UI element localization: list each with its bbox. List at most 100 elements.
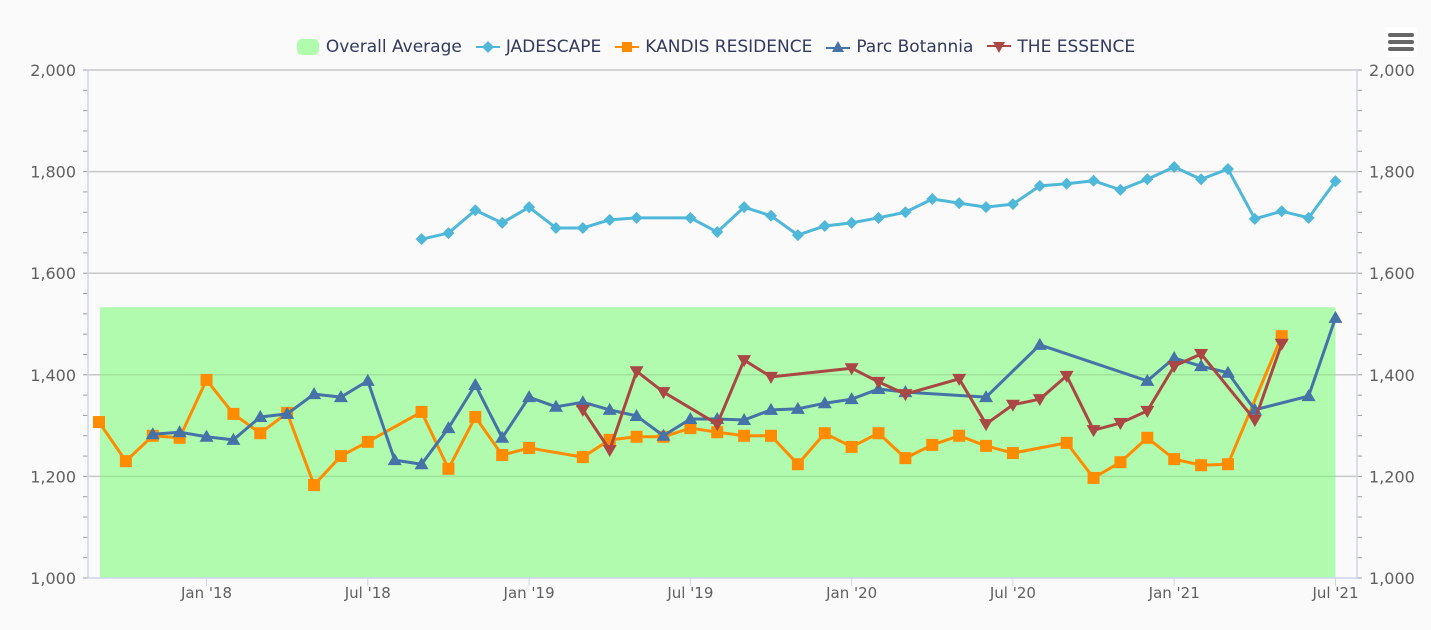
- data-point-marker: [738, 429, 751, 442]
- y-tick-label-left: 1,600: [30, 264, 76, 283]
- legend-label: Parc Botannia: [856, 37, 974, 57]
- y-tick-label-left: 2,000: [30, 61, 76, 80]
- data-point-marker: [1194, 359, 1209, 372]
- data-point-marker: [1221, 163, 1234, 176]
- data-point-marker: [308, 479, 321, 492]
- data-point-marker: [415, 233, 428, 246]
- data-point-marker: [522, 390, 537, 403]
- series-group: [93, 161, 1343, 492]
- data-point-marker: [1195, 173, 1208, 186]
- x-tick-label: Jul '19: [666, 584, 713, 602]
- rounded-square-icon: [296, 39, 319, 55]
- data-point-marker: [575, 404, 590, 417]
- data-point-marker: [710, 419, 725, 432]
- overall-average-area: [100, 307, 1336, 578]
- data-point-marker: [1114, 183, 1127, 196]
- overall-average-band: [100, 307, 1336, 578]
- data-point-marker: [1248, 212, 1261, 225]
- data-point-marker: [899, 206, 912, 219]
- data-point-marker: [952, 373, 967, 386]
- data-point-marker: [1221, 458, 1234, 471]
- data-point-marker: [790, 401, 805, 414]
- data-point-marker: [979, 419, 994, 432]
- data-point-marker: [871, 376, 886, 389]
- data-point-marker: [764, 371, 778, 384]
- hamburger-menu-icon[interactable]: [1385, 27, 1417, 57]
- data-point-marker: [1060, 436, 1073, 449]
- data-point-marker: [980, 439, 993, 452]
- data-point-marker: [765, 429, 777, 442]
- data-point-marker: [1060, 177, 1073, 190]
- data-point-marker: [548, 399, 563, 412]
- legend-item-kandis-residence[interactable]: KANDIS RESIDENCE: [615, 37, 812, 57]
- data-point-marker: [656, 387, 671, 400]
- data-point-marker: [280, 406, 295, 419]
- data-point-marker: [845, 440, 858, 453]
- legend-item-parc-botannia[interactable]: Parc Botannia: [826, 37, 973, 57]
- series-the-essence: [575, 338, 1289, 457]
- x-tick-label: Jan '20: [825, 584, 877, 602]
- data-point-marker: [200, 373, 213, 386]
- x-tick-label: Jul '20: [989, 584, 1036, 602]
- data-point-marker: [523, 201, 536, 214]
- data-point-marker: [469, 410, 482, 423]
- series-kandis-residence: [93, 330, 1288, 492]
- y-tick-label-right: 2,000: [1369, 61, 1415, 80]
- data-point-marker: [227, 407, 240, 420]
- data-point-marker: [172, 425, 187, 438]
- data-point-marker: [1087, 174, 1100, 187]
- data-point-marker: [1113, 418, 1128, 431]
- data-point-marker: [926, 438, 939, 451]
- data-point-marker: [253, 409, 268, 422]
- data-point-marker: [1087, 471, 1100, 484]
- data-point-marker: [630, 211, 643, 224]
- data-point-marker: [765, 209, 777, 222]
- data-point-marker: [1328, 310, 1343, 323]
- data-point-marker: [575, 395, 590, 408]
- y-tick-label-left: 1,200: [30, 467, 76, 486]
- x-tick-label: Jan '21: [1148, 584, 1200, 602]
- data-point-marker: [953, 197, 966, 210]
- data-point-marker: [469, 204, 482, 217]
- data-point-marker: [199, 429, 214, 442]
- data-point-marker: [1274, 338, 1289, 351]
- data-point-marker: [737, 413, 752, 426]
- data-point-marker: [738, 201, 751, 214]
- y-tick-label-left: 1,400: [30, 366, 76, 385]
- data-point-marker: [602, 444, 617, 457]
- data-point-marker: [254, 427, 267, 440]
- series-jadescape: [415, 161, 1342, 246]
- y-tick-label-right: 1,000: [1369, 569, 1415, 588]
- y-tick-label-right: 1,800: [1369, 163, 1415, 182]
- y-tick-label-right: 1,600: [1369, 264, 1415, 283]
- data-point-marker: [711, 426, 724, 439]
- data-point-marker: [1032, 337, 1047, 350]
- y-tick-label-right: 1,200: [1369, 467, 1415, 486]
- data-point-marker: [602, 402, 617, 415]
- data-point-marker: [1006, 447, 1019, 460]
- data-point-marker: [1329, 175, 1342, 188]
- legend-label: JADESCAPE: [505, 37, 602, 57]
- data-point-marker: [1247, 415, 1262, 428]
- data-point-marker: [1194, 348, 1209, 361]
- data-point-marker: [1086, 425, 1101, 438]
- legend-label: THE ESSENCE: [1017, 37, 1136, 57]
- data-point-marker: [979, 390, 994, 403]
- legend-item-overall-average[interactable]: Overall Average: [296, 37, 462, 57]
- data-point-marker: [1005, 399, 1020, 412]
- data-point-marker: [603, 213, 616, 226]
- data-point-marker: [818, 427, 831, 440]
- data-point-marker: [629, 408, 644, 421]
- data-point-marker: [899, 452, 912, 465]
- data-point-marker: [333, 390, 348, 403]
- data-point-marker: [844, 363, 859, 376]
- data-point-marker: [791, 229, 804, 242]
- data-point-marker: [1195, 459, 1208, 472]
- legend-item-the-essence[interactable]: THE ESSENCE: [987, 37, 1135, 57]
- data-point-marker: [1032, 394, 1047, 407]
- data-point-marker: [898, 389, 913, 402]
- legend-item-jadescape[interactable]: JADESCAPE: [475, 37, 602, 57]
- data-point-marker: [1033, 179, 1046, 192]
- data-point-marker: [442, 462, 455, 475]
